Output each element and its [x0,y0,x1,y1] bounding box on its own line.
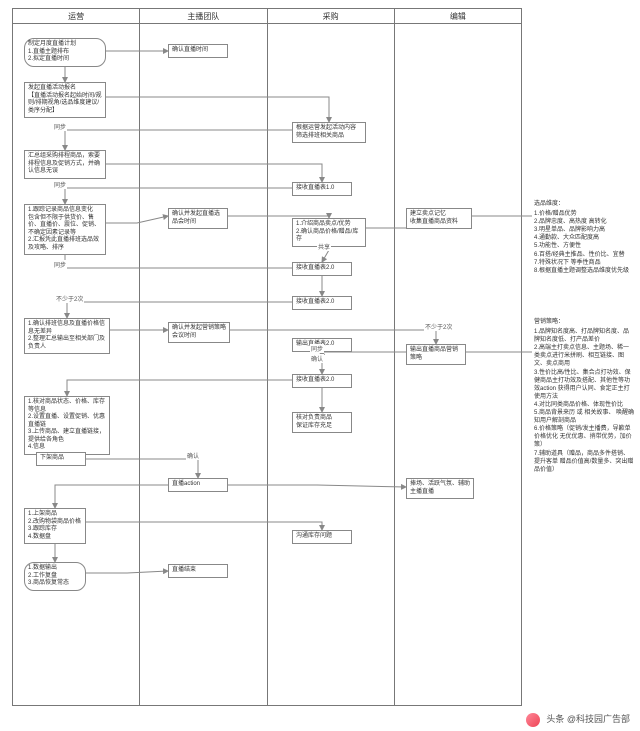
footer-source: 头条 [546,714,564,724]
lane-body-anchor [140,24,266,705]
footer-attribution: 头条 @科技园广告部 [526,712,630,727]
avatar-icon [526,713,540,727]
page-root: 运营 主播团队 采购 编辑 制定月度直播计划 1.直播主题排布 2.拟定直播时间… [0,0,640,731]
node-n8: 确认并发起直播选品会时间 [168,208,228,229]
node-n3: 确认直播时间 [168,44,228,58]
node-n7: 1.跟踪记录商品信息变化 包含但不限于供货价、售价、直播价、震位、促销、不确定因… [24,204,106,255]
node-n2: 发起直播活动报名 【直播活动报名起始时间/规则/排期视角/选品维度建议/类序分配… [24,82,106,118]
lane-anchor: 主播团队 [140,9,267,705]
edge-label-15: 同步 [310,344,324,353]
footer-prefix: @ [567,714,576,724]
lane-header-edit: 编辑 [395,9,521,24]
edge-label-20: 确认 [186,451,200,460]
lane-header-ops: 运营 [13,9,139,24]
side-note-selection: 选品维度：1.价格/赠品优势2.品牌忠度、高热度 高转化3.明星单品、品牌影响力… [534,200,634,275]
node-n21: 直播action [168,478,228,492]
node-n5: 汇总组采购排程商品，索要排程信息及促销方式，并确认信息无误 [24,150,106,179]
edge-label-10: 同步 [53,260,67,269]
node-n24: 沟通库存问题 [292,530,352,544]
edge-label-16: 确认 [310,354,324,363]
node-n25: 1.数据输出 2.工作复盘 3.商品恢复常态 [24,562,86,591]
lane-buy: 采购 [268,9,395,705]
footer-author: 科技园广告部 [576,714,630,724]
node-n1: 制定月度直播计划 1.直播主题排布 2.拟定直播时间 [24,38,106,67]
lane-header-buy: 采购 [268,9,394,24]
node-n14: 确认并发起营销策略会议时间 [168,322,230,343]
node-n19: 核对负责商品 保证库存充足 [292,412,352,433]
node-n17: 接收直播表2.0 [292,374,352,388]
node-n12: 接收直播表2.0 [292,296,352,310]
node-n4: 根据运营发起活动内容 筛选排班相关商品 [292,122,366,143]
edge-label-12: 不少于2次 [55,294,84,303]
node-n23: 1.上架商品 2.改购物袋商品价格 3.跟踪库存 4.数据盘 [24,508,86,544]
edge-label-3: 同步 [53,122,67,131]
node-n10: 建立卖点记忆 收集直播商品资料 [406,208,472,229]
side-note-marketing: 营销策略：1.品牌知名度高、打品牌知名度、品牌知名度低、打产品差价2.高端主打卖… [534,318,634,474]
lane-header-anchor: 主播团队 [140,9,266,24]
edge-label-9: 共享 [317,242,331,251]
node-n16: 输出直播商品营销策略 [406,344,466,365]
lane-body-ops [13,24,139,705]
node-n20: 下架商品 [36,452,86,466]
node-n13: 1.确认排班信息及直播价格信息无差异 2.整理汇总输出至相关部门及负责人 [24,318,110,354]
node-n26: 直播结束 [168,564,228,578]
node-n6: 接收直播表1.0 [292,182,352,196]
edge-label-5: 同步 [53,180,67,189]
node-n22: 捧场、活跃气氛、辅助主播直播 [406,478,474,499]
node-n18: 1.核对商品状态、价格、库存等信息 2.设置直播、设置促销、优惠直播链 3.上传… [24,396,110,455]
edge-label-14: 不少于2次 [424,322,453,331]
node-n11: 接收直播表2.0 [292,262,352,276]
